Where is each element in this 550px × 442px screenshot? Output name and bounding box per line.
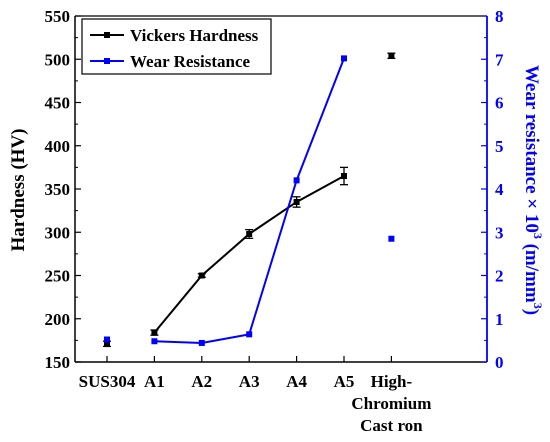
x-tick-label: A4: [286, 372, 307, 391]
y2-tick-label: 2: [495, 267, 504, 286]
legend-marker-wear: [104, 58, 110, 64]
y2-tick-label: 6: [495, 94, 504, 113]
data-point-wear: [151, 338, 158, 345]
data-point-wear: [341, 55, 347, 62]
y-tick-label: 150: [45, 353, 71, 372]
x-tick-label: A2: [191, 372, 212, 391]
y2-tick-label: 3: [495, 223, 504, 242]
y-tick-label: 350: [45, 180, 71, 199]
y2-tick-label: 5: [495, 137, 504, 156]
y2-tick-label: 0: [495, 353, 504, 372]
y-axis-title: Hardness (HV): [8, 129, 29, 252]
data-point-hardness: [104, 340, 110, 347]
y2-tick-label: 1: [495, 310, 504, 329]
data-point-hardness: [198, 272, 205, 279]
series-line-hardness: [153, 175, 345, 334]
data-point-wear: [246, 331, 253, 338]
y2-axis-title: Wear resistance × 103 (m/mm3): [521, 65, 545, 315]
y2-tick-label: 4: [495, 180, 504, 199]
y2-tick-label: 7: [495, 50, 504, 69]
x-tick-label: Chromium: [351, 394, 431, 413]
legend-box: [81, 18, 272, 75]
x-tick-label: SUS304: [79, 372, 136, 391]
y2-tick-label: 8: [495, 7, 504, 26]
y-tick-label: 450: [45, 94, 71, 113]
legend: Vickers Hardness Wear Resistance: [81, 18, 272, 75]
x-tick-label: Cast ron: [360, 416, 423, 435]
data-point-hardness: [151, 329, 158, 336]
series-line-wear: [154, 58, 345, 344]
data-point-wear: [388, 235, 395, 242]
y-tick-label: 300: [45, 223, 71, 242]
y-tick-label: 250: [45, 267, 71, 286]
data-point-hardness: [341, 173, 347, 180]
data-point-wear: [198, 339, 205, 346]
legend-label-wear: Wear Resistance: [130, 52, 251, 71]
x-tick-label: High-: [371, 372, 413, 391]
y-tick-label: 400: [45, 137, 71, 156]
legend-label-hardness: Vickers Hardness: [130, 26, 259, 45]
x-tick-label: A5: [334, 372, 355, 391]
legend-marker-hardness: [104, 32, 110, 38]
data-point-hardness: [293, 198, 300, 205]
y-tick-label: 500: [45, 50, 71, 69]
x-tick-label: A3: [239, 372, 260, 391]
data-point-hardness: [388, 52, 395, 59]
data-point-hardness: [246, 230, 253, 237]
x-tick-label: A1: [144, 372, 165, 391]
data-point-wear: [293, 177, 300, 184]
data-point-wear: [104, 336, 110, 343]
y-tick-label: 550: [45, 7, 71, 26]
y-tick-label: 200: [45, 310, 71, 329]
